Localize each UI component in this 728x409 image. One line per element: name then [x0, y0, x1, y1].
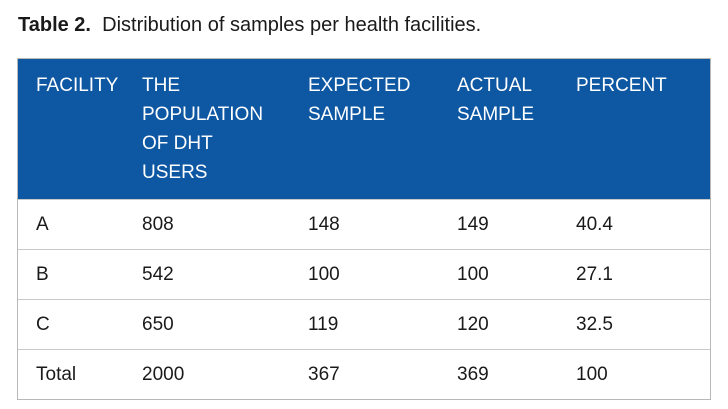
table-caption-text: Distribution of samples per health facil… [102, 14, 482, 36]
cell-actual-sample: 120 [457, 299, 576, 350]
header-actual-sample: ACTUAL SAMPLE [457, 59, 576, 200]
header-expected-line: EXPECTED [308, 75, 411, 96]
cell-actual-sample: 149 [457, 199, 576, 250]
cell-percent: 32.5 [576, 299, 710, 350]
cell-facility: Total [18, 349, 142, 399]
header-facility-line: FACILITY [36, 75, 119, 96]
cell-percent: 40.4 [576, 199, 710, 250]
cell-expected-sample: 367 [308, 349, 457, 399]
data-table: FACILITY THE POPULATION OF DHT USERS EXP… [17, 58, 711, 400]
table-row: A 808 148 149 40.4 [18, 199, 710, 250]
cell-facility: A [18, 199, 142, 250]
cell-population: 650 [142, 299, 308, 350]
header-actual-line: SAMPLE [457, 104, 535, 125]
header-population: THE POPULATION OF DHT USERS [142, 59, 308, 200]
cell-population: 2000 [142, 349, 308, 399]
table-caption: Table 2. Distribution of samples per hea… [18, 11, 481, 39]
header-population-line: THE [142, 75, 180, 96]
cell-facility: C [18, 299, 142, 350]
header-percent-line: PERCENT [576, 75, 667, 96]
cell-population: 808 [142, 199, 308, 250]
cell-percent: 100 [576, 349, 710, 399]
header-population-line: OF DHT [142, 133, 213, 154]
cell-population: 542 [142, 249, 308, 300]
header-expected-sample: EXPECTED SAMPLE [308, 59, 457, 200]
distribution-table: FACILITY THE POPULATION OF DHT USERS EXP… [18, 59, 710, 399]
cell-percent: 27.1 [576, 249, 710, 300]
cell-actual-sample: 369 [457, 349, 576, 399]
table-row: B 542 100 100 27.1 [18, 249, 710, 300]
header-facility: FACILITY [18, 59, 142, 200]
cell-facility: B [18, 249, 142, 300]
header-percent: PERCENT [576, 59, 710, 200]
cell-expected-sample: 148 [308, 199, 457, 250]
table-row-total: Total 2000 367 369 100 [18, 349, 710, 399]
table-body: A 808 148 149 40.4 B 542 100 100 27.1 C … [18, 199, 710, 399]
table-row: C 650 119 120 32.5 [18, 299, 710, 350]
cell-expected-sample: 100 [308, 249, 457, 300]
cell-actual-sample: 100 [457, 249, 576, 300]
table-caption-label: Table 2. [18, 14, 91, 36]
header-row: FACILITY THE POPULATION OF DHT USERS EXP… [18, 59, 710, 200]
header-actual-line: ACTUAL [457, 75, 532, 96]
header-expected-line: SAMPLE [308, 104, 386, 125]
header-population-line: POPULATION [142, 104, 264, 125]
table-header: FACILITY THE POPULATION OF DHT USERS EXP… [18, 59, 710, 200]
header-population-line: USERS [142, 162, 208, 183]
cell-expected-sample: 119 [308, 299, 457, 350]
